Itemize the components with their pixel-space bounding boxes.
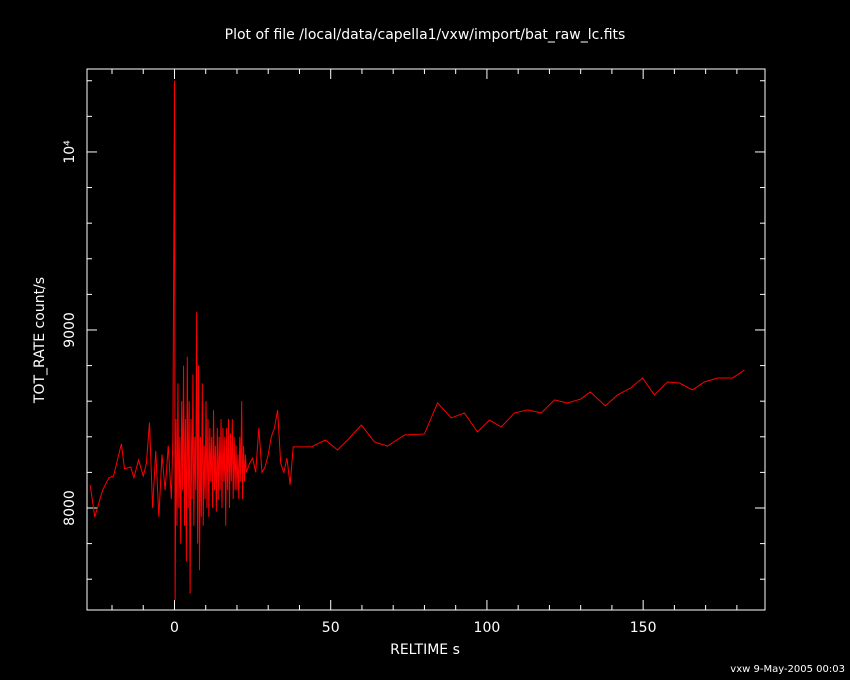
- y-tick-label: 8000: [62, 490, 78, 526]
- x-tick-label: 150: [630, 620, 657, 636]
- data-line: [89, 80, 745, 601]
- y-tick-label: 10⁴: [62, 140, 78, 164]
- x-tick-label: 0: [170, 620, 179, 636]
- chart-title: Plot of file /local/data/capella1/vxw/im…: [225, 27, 626, 43]
- plot-frame: [86, 68, 766, 611]
- footer: vxw 9-May-2005 00:03: [730, 664, 845, 675]
- y-axis-label: TOT_RATE count/s: [32, 277, 48, 404]
- x-axis-label: RELTIME s: [390, 642, 460, 658]
- x-tick-label: 100: [474, 620, 501, 636]
- x-tick-label: 50: [322, 620, 340, 636]
- y-tick-label: 9000: [62, 312, 78, 348]
